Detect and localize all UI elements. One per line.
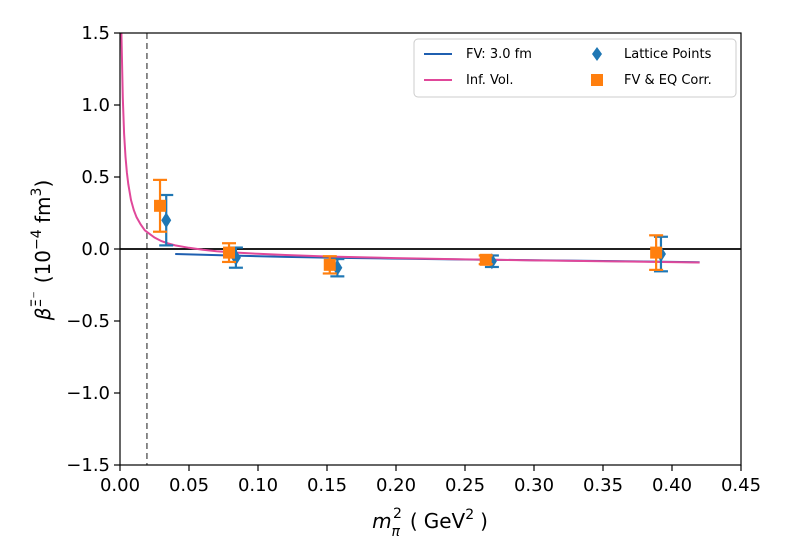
x-tick-label: 0.15 [307,475,347,496]
legend: FV: 3.0 fm Lattice Points Inf. Vol. FV &… [413,38,737,98]
legend-label-lattice: Lattice Points [624,47,712,62]
legend-label-fv: FV: 3.0 fm [466,47,532,62]
data-point-corr [650,246,663,259]
x-tick-label: 0.35 [583,475,623,496]
y-tick-label: 0.5 [81,167,110,188]
plot-area [120,33,741,465]
data-point-corr [223,246,236,259]
y-tick-label: −1.5 [66,455,110,476]
legend-swatch-lattice [592,47,602,61]
x-axis-label: mπ2(GeV2) [372,506,488,540]
x-tick-label: 0.10 [238,475,278,496]
data-point-corr [323,258,336,271]
y-tick-label: 1.0 [81,95,110,116]
legend-label-corr: FV & EQ Corr. [624,73,712,88]
x-tick-label: 0.05 [169,475,209,496]
data-point-corr [479,253,492,266]
x-tick-label: 0.30 [514,475,554,496]
y-tick-label: −0.5 [66,311,110,332]
data-point-lattice [161,212,172,229]
y-tick-label: 1.5 [81,23,110,44]
legend-swatch-corr [591,74,603,86]
data-point-corr [154,199,167,212]
x-tick-label: 0.20 [376,475,416,496]
x-tick-label: 0.00 [100,475,140,496]
y-axis-label: βΞ⁻(10−4 fm3) [29,180,55,322]
y-tick-label: −1.0 [66,383,110,404]
legend-label-infvol: Inf. Vol. [466,73,514,88]
series-line-infvol [120,33,700,264]
x-tick-label: 0.40 [652,475,692,496]
legend-box [413,38,737,98]
y-tick-label: 0.0 [81,239,110,260]
x-tick-label: 0.25 [445,475,485,496]
x-tick-label: 0.45 [721,475,761,496]
axis-ticks: 0.00 0.05 0.10 0.15 0.20 0.25 0.30 0.35 0.40 0.45… [66,23,761,496]
